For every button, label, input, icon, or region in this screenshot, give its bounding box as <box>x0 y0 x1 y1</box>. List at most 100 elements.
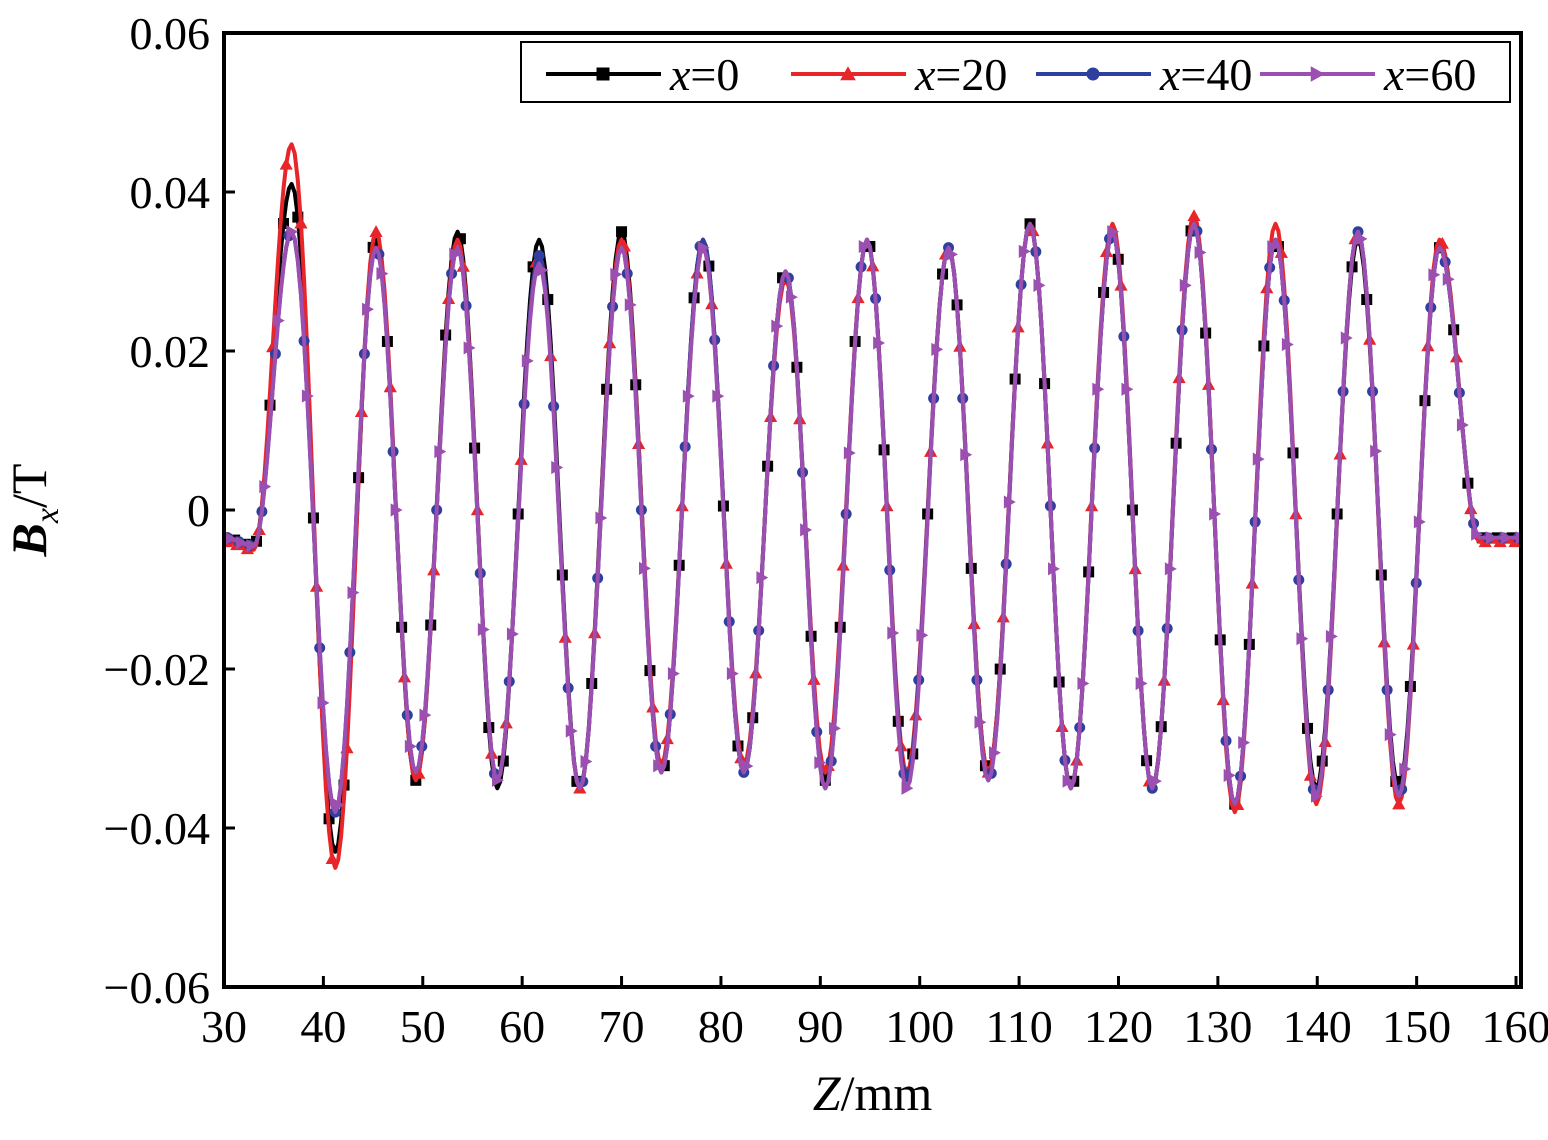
data-point <box>580 754 593 769</box>
legend-label: x=20 <box>914 49 1007 100</box>
data-point <box>1485 531 1498 545</box>
data-point <box>454 233 466 245</box>
data-point <box>259 480 272 494</box>
data-point <box>800 523 813 537</box>
data-point <box>974 715 987 729</box>
data-point <box>449 247 462 261</box>
legend-marker <box>1086 67 1100 81</box>
data-point <box>916 628 929 642</box>
data-point <box>1413 515 1426 529</box>
legend-item: x=60 <box>1260 49 1476 100</box>
data-point <box>463 341 476 355</box>
data-point <box>756 571 769 585</box>
data-point <box>235 536 248 550</box>
data-point <box>419 708 432 722</box>
data-point <box>246 539 259 553</box>
data-point <box>506 627 519 641</box>
data-point <box>1018 244 1031 258</box>
x-tick-label: 160 <box>1482 1001 1548 1052</box>
data-point <box>1107 225 1120 239</box>
series-line <box>224 221 1521 815</box>
data-point <box>272 314 285 328</box>
data-point <box>667 666 680 681</box>
data-point <box>404 739 417 753</box>
data-point <box>1310 789 1323 803</box>
data-point <box>858 239 871 254</box>
x-tick-label: 80 <box>698 1001 744 1052</box>
legend-marker <box>1310 66 1325 82</box>
data-point <box>771 319 784 333</box>
data-point <box>362 302 374 316</box>
data-point <box>533 250 545 262</box>
data-point <box>814 756 827 770</box>
x-tick-label: 90 <box>797 1001 843 1052</box>
data-point <box>1062 774 1075 788</box>
data-point <box>1399 762 1412 776</box>
data-point <box>325 852 339 864</box>
data-point <box>1296 632 1309 646</box>
data-point <box>1187 209 1201 222</box>
data-point <box>1252 452 1265 466</box>
x-tick-label: 120 <box>1084 1001 1153 1052</box>
y-axis-title: Bx/T <box>1 464 66 558</box>
y-tick-label: 0.06 <box>130 8 211 59</box>
data-point <box>901 781 914 795</box>
data-point <box>1164 562 1177 576</box>
data-point <box>1209 507 1221 521</box>
data-point <box>1384 728 1397 742</box>
data-point <box>347 586 360 600</box>
data-point <box>960 448 973 462</box>
data-point <box>1456 418 1469 432</box>
data-point <box>225 532 237 546</box>
data-point <box>988 746 1001 760</box>
data-point <box>1048 562 1060 576</box>
x-tick-label: 50 <box>400 1001 446 1052</box>
data-point <box>286 225 299 239</box>
data-point <box>1340 331 1353 345</box>
data-point <box>492 773 504 787</box>
data-point <box>697 241 710 255</box>
data-point <box>741 759 754 773</box>
series-layer <box>224 142 1521 870</box>
legend-label: x=60 <box>1383 49 1476 100</box>
legend-item: x=20 <box>791 49 1007 100</box>
x-tick-label: 140 <box>1283 1001 1352 1052</box>
data-point <box>279 157 293 170</box>
data-point <box>536 263 549 277</box>
data-point <box>1077 676 1090 691</box>
data-point <box>292 211 304 223</box>
data-point <box>1392 797 1406 810</box>
x-tick-label: 70 <box>599 1001 645 1052</box>
data-point <box>1033 278 1046 292</box>
y-tick-label: 0 <box>187 485 210 536</box>
legend-marker <box>840 66 856 81</box>
data-point <box>653 759 666 773</box>
x-tick-label: 130 <box>1183 1001 1252 1052</box>
series-x-60 <box>224 221 1521 815</box>
legend: x=0 x=20 x=40 x=60 <box>520 41 1511 103</box>
y-tick-label: 0.04 <box>130 167 211 218</box>
data-point <box>1370 444 1383 458</box>
data-point <box>294 216 308 229</box>
data-point <box>819 774 831 786</box>
y-tick-label: −0.04 <box>104 803 210 854</box>
x-axis-title: Z/mm <box>813 1065 933 1121</box>
data-point <box>610 267 623 282</box>
data-point <box>412 766 426 779</box>
data-point <box>332 798 345 812</box>
data-point <box>1003 495 1016 509</box>
data-point <box>1428 268 1441 282</box>
y-tick-label: −0.02 <box>104 644 210 695</box>
data-point <box>1442 272 1455 286</box>
data-point <box>521 354 534 368</box>
data-point <box>1223 768 1236 783</box>
data-point <box>1092 382 1105 396</box>
data-point <box>1325 629 1338 644</box>
data-point <box>843 446 856 460</box>
data-point <box>712 389 725 403</box>
data-point <box>1194 245 1207 260</box>
y-tick-label: −0.06 <box>104 962 210 1013</box>
data-point <box>726 666 739 681</box>
data-point <box>1355 232 1368 246</box>
